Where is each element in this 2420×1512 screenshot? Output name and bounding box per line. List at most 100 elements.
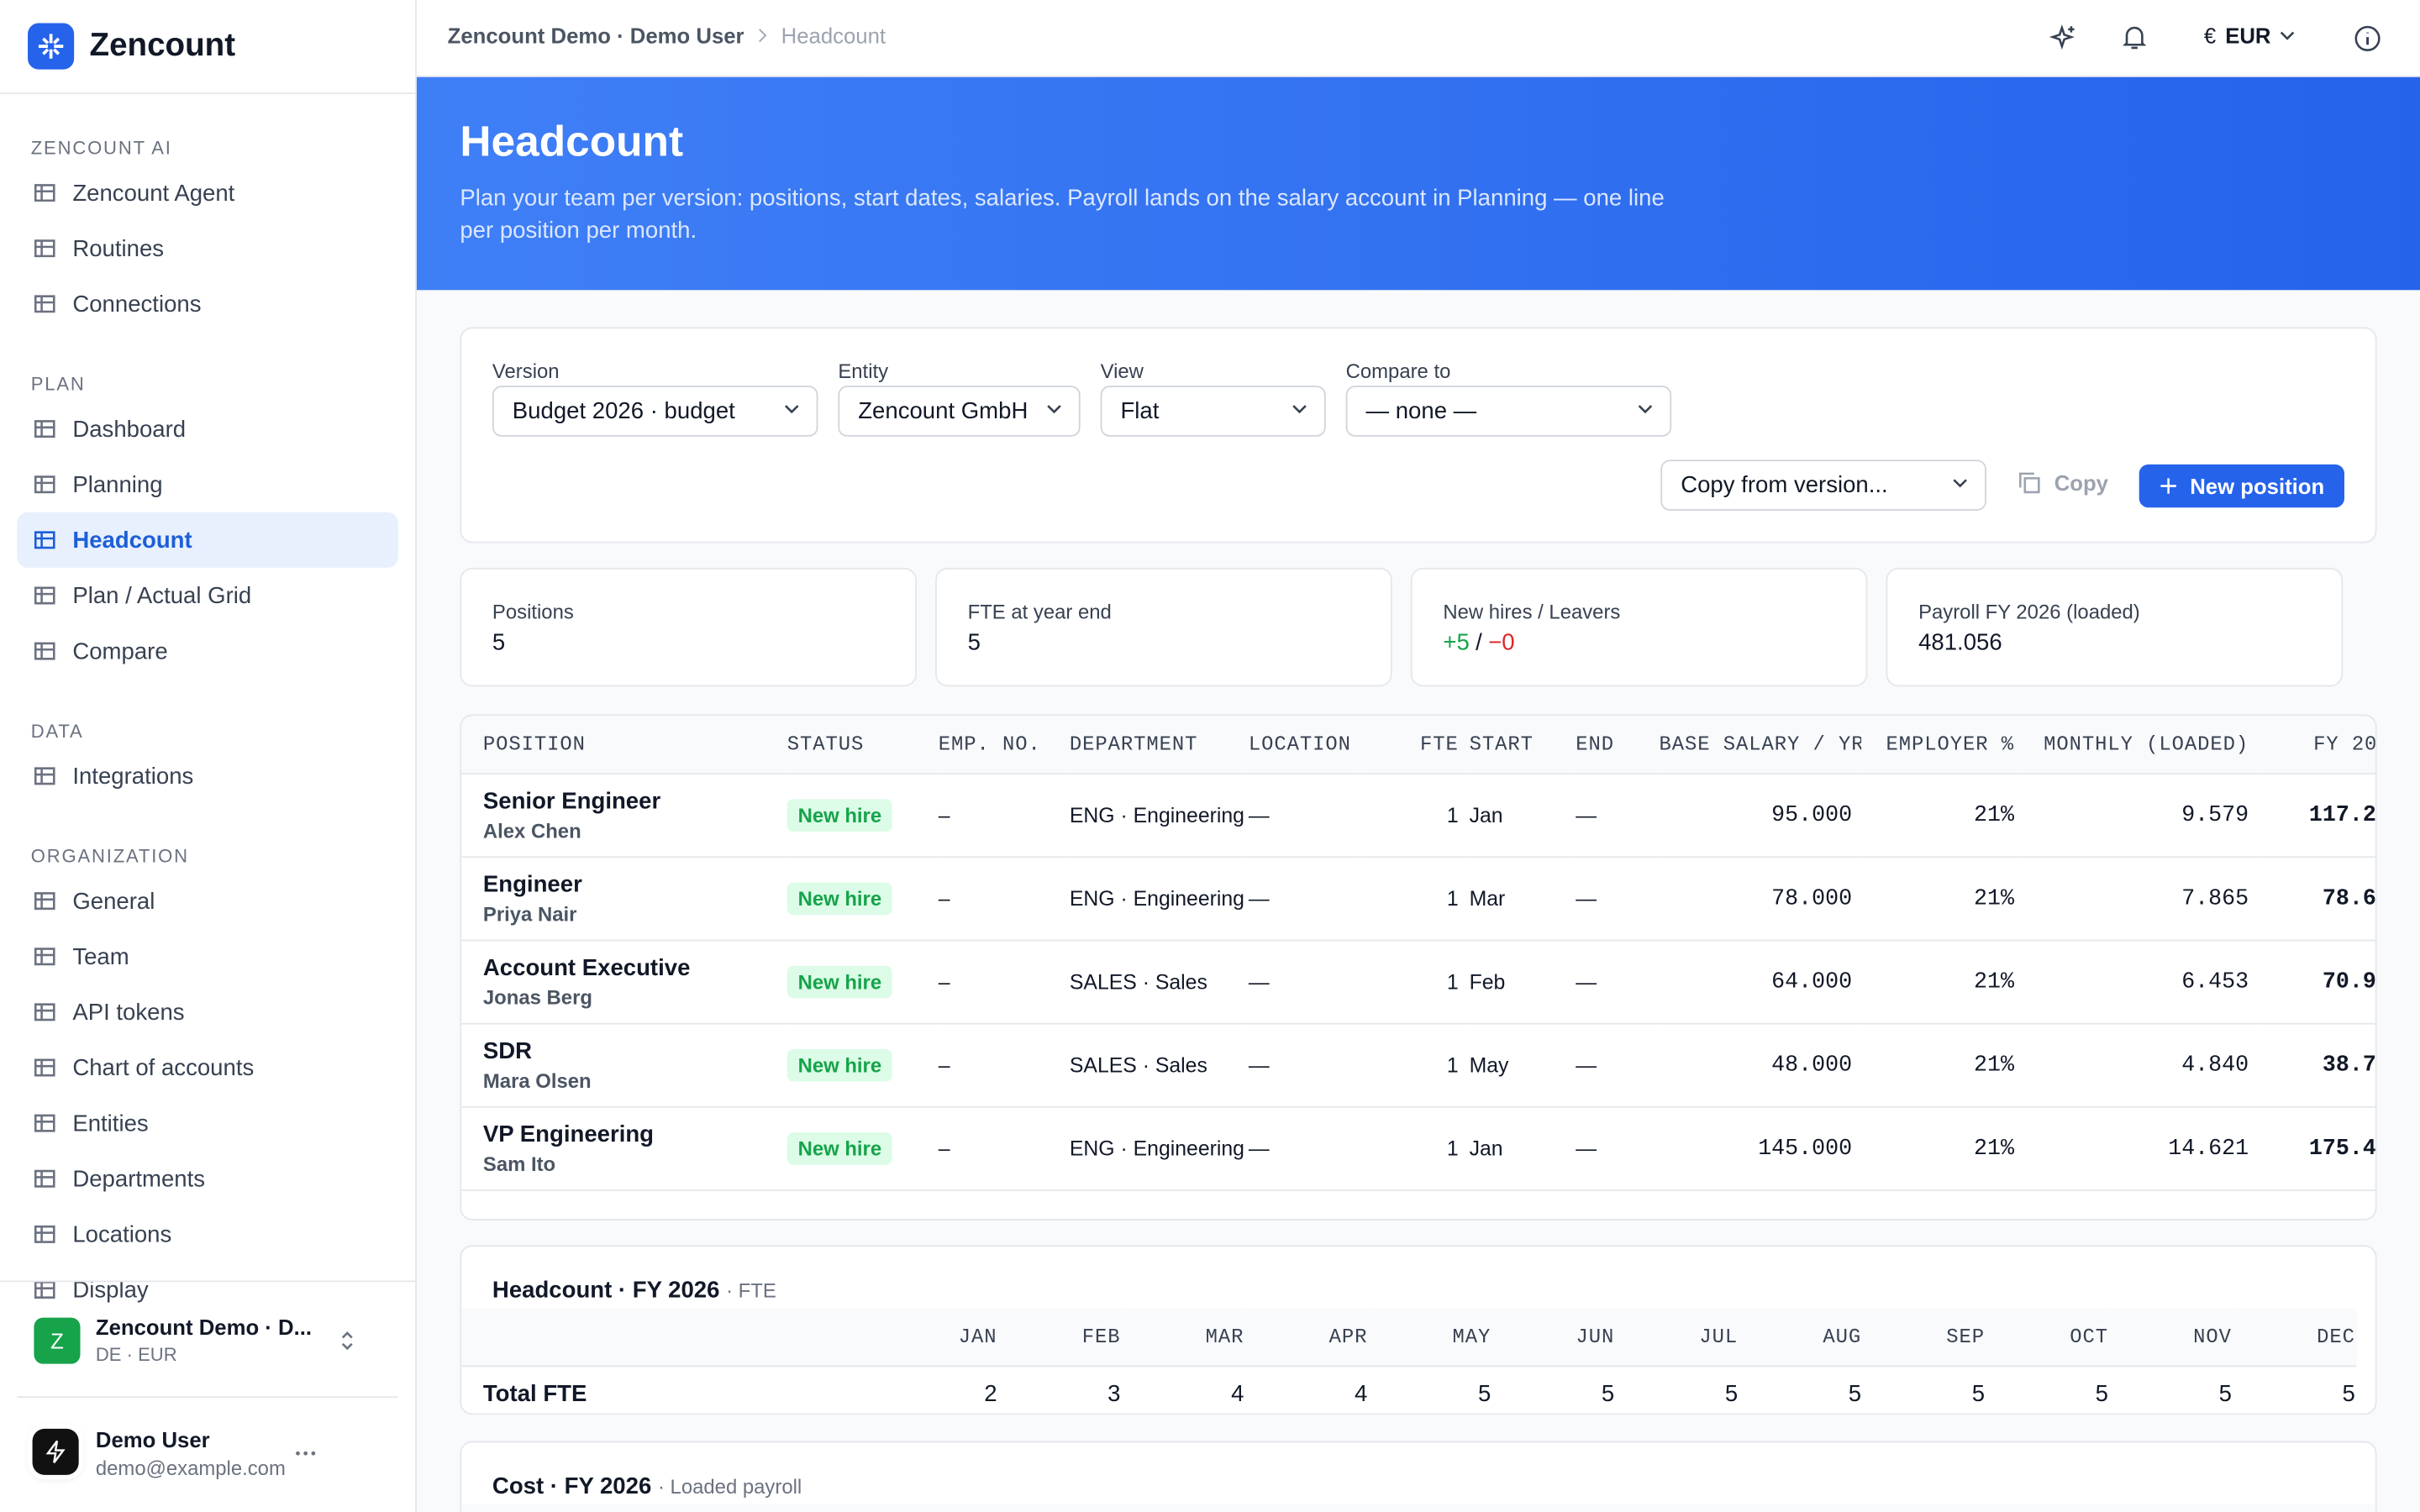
cell: 1	[1360, 1022, 1468, 1107]
month-header: JUN	[1492, 1308, 1617, 1367]
nav-item[interactable]: Compare	[17, 623, 398, 679]
breadcrumb-item[interactable]: Zencount Demo · Demo User	[447, 23, 744, 48]
nav-item[interactable]: Chart of accounts	[17, 1040, 398, 1095]
nav-item[interactable]: API tokens	[17, 984, 398, 1040]
nav-label: Team	[72, 943, 129, 970]
cell: –	[936, 1022, 1069, 1107]
icon-path	[34, 948, 55, 966]
icon-path	[34, 239, 55, 258]
workspace-switcher[interactable]: Z Zencount Demo · D... DE · EUR	[0, 1280, 416, 1396]
icon-path	[34, 892, 55, 911]
column-header: END	[1574, 716, 1658, 774]
page-header: Headcount Plan your team per version: po…	[416, 76, 2420, 291]
bolt-icon	[45, 1440, 66, 1463]
more-icon[interactable]	[295, 1451, 317, 1457]
currency-symbol: €	[2203, 23, 2217, 48]
position-title: VP Engineering	[482, 1121, 655, 1148]
nav-item[interactable]: Integrations	[17, 748, 398, 804]
currency-select[interactable]: € EUR	[2204, 24, 2296, 48]
fte-value: 5	[2233, 1365, 2357, 1414]
month-header: FEB	[998, 1308, 1123, 1367]
nav-item[interactable]: General	[17, 874, 398, 929]
cell: 78.650	[2258, 856, 2375, 941]
icon-path	[1638, 405, 1653, 414]
column-header: DEPARTMENT	[1068, 716, 1248, 774]
nav-item[interactable]: Plan / Actual Grid	[17, 568, 398, 623]
nav-item[interactable]: Headcount	[17, 512, 398, 568]
page-description: Plan your team per version: positions, s…	[460, 185, 1665, 244]
nav-label: API tokens	[72, 999, 185, 1026]
position-person: Mara Olsen	[482, 1068, 592, 1093]
fte-value: 5	[1369, 1365, 1493, 1414]
icon-path	[2019, 472, 2040, 494]
nav-item[interactable]: Connections	[17, 276, 398, 332]
nav-label: Integrations	[72, 763, 194, 790]
fte-value: 5	[1739, 1365, 1863, 1414]
icon	[1638, 405, 1653, 414]
icon	[34, 1225, 55, 1243]
cell: —	[1574, 856, 1658, 941]
position-row[interactable]: Engineer Priya Nair New hire – ENG · Enginee…	[461, 856, 2375, 941]
workspace-avatar: Z	[34, 1317, 81, 1364]
cell: New hire	[785, 856, 937, 941]
position-row[interactable]: Senior Engineer Alex Chen New hire – ENG · E…	[461, 773, 2375, 858]
info-button[interactable]	[2354, 24, 2381, 52]
nav-item[interactable]: Zencount Agent	[17, 165, 398, 221]
fte-title-text: Headcount · FY 2026	[492, 1277, 720, 1305]
nav-item[interactable]: Locations	[17, 1206, 398, 1262]
brand-name: Zencount	[89, 28, 236, 64]
position-row[interactable]: SDR Mara Olsen New hire – SALES · Sales —1 May…	[461, 1022, 2375, 1107]
fte-card: Headcount · FY 2026 · FTE JAN FEB MAR APR MAY…	[460, 1245, 2377, 1415]
icon-path	[784, 405, 799, 414]
icon-path	[34, 420, 55, 438]
nav-item[interactable]: Planning	[17, 457, 398, 512]
new-position-button[interactable]: New position	[2139, 464, 2345, 508]
column-header: FTE	[1360, 716, 1468, 774]
filter-label: View	[1100, 359, 1144, 383]
copy-button[interactable]: Copy	[2018, 470, 2108, 496]
icon-path	[34, 184, 55, 202]
cell: Jan	[1467, 1105, 1575, 1191]
position-row[interactable]: Account Executive Jonas Berg New hire – SALE…	[461, 939, 2375, 1024]
icon	[34, 642, 55, 660]
column-header: POSITION	[461, 716, 786, 774]
cost-card: Cost · FY 2026 · Loaded payroll	[460, 1441, 2377, 1512]
icon	[34, 531, 55, 549]
user-menu[interactable]: Demo User demo@example.com	[17, 1396, 398, 1512]
user-name: Demo User	[95, 1426, 210, 1452]
column-header: EMP. NO.	[936, 716, 1069, 774]
cell: New hire	[785, 773, 937, 858]
logo	[28, 23, 75, 70]
brand: Zencount	[0, 0, 416, 95]
icon	[2160, 478, 2176, 494]
filter-select[interactable]: Budget 2026 · budget	[492, 386, 818, 437]
ai-button[interactable]	[2049, 24, 2077, 52]
nav-item[interactable]: Team	[17, 929, 398, 984]
month-header-row: JAN FEB MAR APR MAY JUN JUL AUG SEP OCT NOV DEC	[461, 1308, 2357, 1367]
notifications-button[interactable]	[2121, 24, 2149, 51]
filter-select[interactable]: — none —	[1345, 386, 1672, 437]
icon-path	[34, 1169, 55, 1188]
filter-select[interactable]: Flat	[1100, 386, 1326, 437]
icon-path	[34, 767, 55, 785]
filter-select[interactable]: Zencount GmbH	[838, 386, 1081, 437]
fte-row: Total FTE 2 3 4 4 5 5 5 5 5 5 5 5	[461, 1365, 2357, 1414]
nav-item[interactable]: Routines	[17, 221, 398, 276]
icon	[34, 1169, 55, 1188]
position-cell: Account Executive Jonas Berg	[461, 939, 786, 1024]
nav-item[interactable]: Dashboard	[17, 402, 398, 457]
user-avatar	[32, 1428, 79, 1475]
status-badge: New hire	[786, 882, 892, 916]
icon	[34, 475, 55, 494]
nav-item[interactable]: Entities	[17, 1095, 398, 1151]
kpi-leavers: −0	[1488, 629, 1515, 656]
month-header: MAR	[1122, 1308, 1246, 1367]
kpi-label: New hires / Leavers	[1443, 600, 1621, 624]
position-row[interactable]: VP Engineering Sam Ito New hire – ENG · Engi…	[461, 1105, 2375, 1191]
nav-item[interactable]: Departments	[17, 1151, 398, 1206]
cell: —	[1574, 773, 1658, 858]
month-header: NOV	[2109, 1308, 2233, 1367]
copy-from-select[interactable]: Copy from version...	[1660, 459, 1986, 511]
icon	[34, 184, 55, 202]
icon-path	[34, 531, 55, 549]
